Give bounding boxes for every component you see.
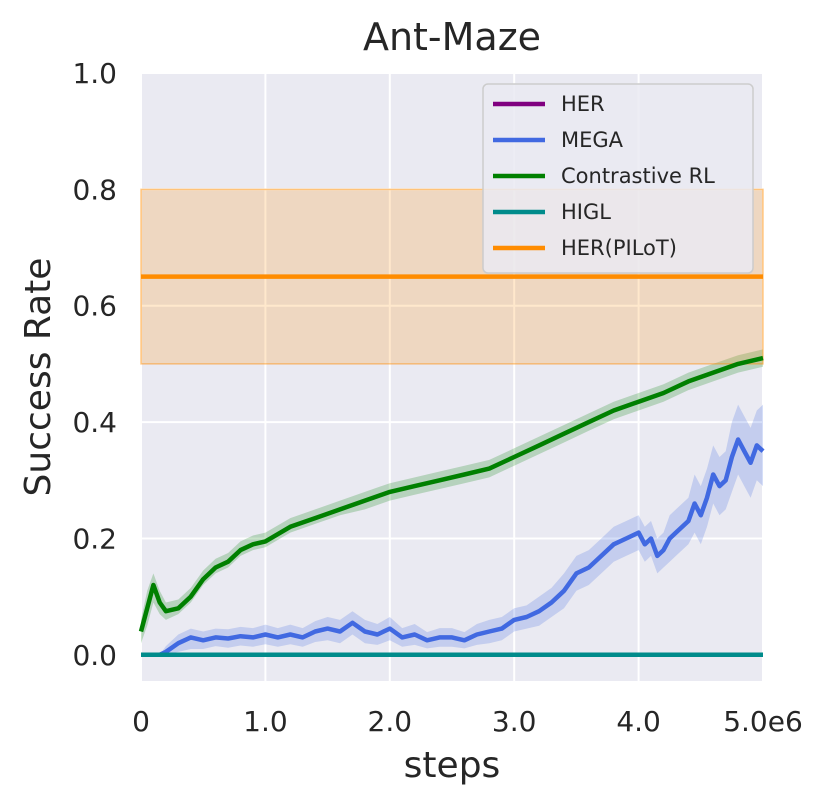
- y-tick-label-3: 0.6: [72, 290, 117, 323]
- chart-title: Ant-Maze: [363, 15, 541, 59]
- legend-label-her-pilot: HER(PILoT): [561, 236, 677, 260]
- x-tick-label-5: 5.0e6: [723, 705, 803, 738]
- x-axis-ticks: 0 1.0 2.0 3.0 4.0 5.0e6: [132, 705, 803, 738]
- legend: HER MEGA Contrastive RL HIGL HER(PILoT): [482, 83, 754, 274]
- y-tick-label-4: 0.8: [72, 173, 117, 206]
- x-tick-label-2: 2.0: [368, 705, 413, 738]
- legend-box: [482, 83, 754, 274]
- y-tick-label-2: 0.4: [72, 406, 117, 439]
- legend-label-her: HER: [561, 92, 605, 116]
- x-tick-label-0: 0: [132, 705, 150, 738]
- legend-items: HER MEGA Contrastive RL HIGL HER(PILoT): [493, 92, 715, 260]
- y-axis-ticks: 0.0 0.2 0.4 0.6 0.8 1.0: [72, 57, 117, 672]
- y-axis-title: Success Rate: [18, 258, 59, 497]
- x-axis-title: steps: [404, 745, 501, 786]
- series-line-mega: [158, 437, 765, 657]
- y-tick-label-0: 0.0: [72, 639, 117, 672]
- y-tick-label-1: 0.2: [72, 522, 117, 555]
- x-tick-label-1: 1.0: [243, 705, 288, 738]
- x-tick-label-4: 4.0: [616, 705, 661, 738]
- legend-label-contrastive-rl: Contrastive RL: [561, 164, 715, 188]
- y-tick-label-5: 1.0: [72, 57, 117, 90]
- x-tick-label-3: 3.0: [492, 705, 537, 738]
- band-mega: [159, 404, 763, 655]
- series-lines: [138, 274, 765, 658]
- legend-label-higl: HIGL: [561, 200, 611, 224]
- series-line-contrastive-rl: [138, 355, 764, 633]
- legend-label-mega: MEGA: [561, 128, 624, 152]
